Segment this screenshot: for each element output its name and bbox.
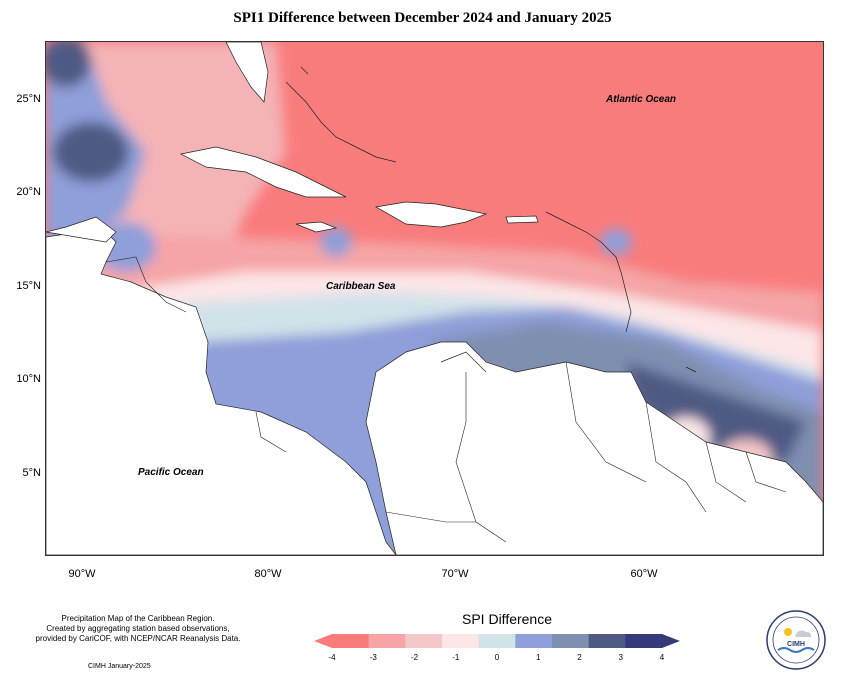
lon-tick: 90°W (68, 568, 96, 580)
legend-label: -4 (328, 653, 336, 662)
legend-swatch (625, 634, 663, 648)
lat-tick: 25°N (16, 93, 41, 105)
spi-map (45, 41, 824, 556)
legend-swatch (478, 634, 516, 648)
cloud-icon (795, 630, 812, 637)
legend-swatch (442, 634, 480, 648)
atlantic-ocean-label: Atlantic Ocean (606, 94, 677, 105)
map-notes: Precipitation Map of the Caribbean Regio… (12, 614, 264, 644)
legend-label: -2 (410, 653, 419, 662)
note-line: provided by CariCOF, with NCEP/NCAR Rean… (35, 634, 241, 643)
legend-swatch (368, 634, 406, 648)
spi-map-graphic (46, 42, 823, 555)
lat-tick: 20°N (16, 186, 41, 198)
lon-tick: 70°W (441, 568, 469, 580)
legend-label: 2 (577, 653, 582, 662)
credit-text: CIMH January-2025 (88, 663, 151, 670)
legend-label: 0 (494, 653, 500, 662)
legend-label: 4 (659, 653, 665, 662)
legend-swatch (332, 634, 370, 648)
lon-tick: 60°W (630, 568, 658, 580)
lat-tick: 15°N (16, 280, 41, 292)
legend-label: 1 (536, 653, 541, 662)
lat-tick: 10°N (16, 373, 41, 385)
caribbean-sea-label: Caribbean Sea (326, 281, 396, 292)
legend-label: -1 (452, 653, 460, 662)
legend-label: 3 (618, 653, 623, 662)
legend-swatch (588, 634, 626, 648)
sun-icon (784, 628, 792, 636)
legend-title: SPI Difference (462, 611, 553, 627)
pacific-ocean-label: Pacific Ocean (138, 467, 204, 478)
lon-tick: 80°W (254, 568, 282, 580)
legend-swatch (552, 634, 590, 648)
legend-colorbar (314, 634, 680, 648)
legend-swatch (515, 634, 553, 648)
cimh-logo: CIMH (766, 610, 826, 670)
note-line: Created by aggregating station based obs… (46, 624, 230, 633)
legend-arrow-low (314, 634, 332, 648)
wave-icon (777, 647, 815, 653)
legend-arrow-high (662, 634, 680, 648)
legend-swatch (405, 634, 443, 648)
lat-tick: 5°N (22, 467, 41, 479)
map-title: SPI1 Difference between December 2024 an… (233, 10, 612, 26)
legend-label: -3 (369, 653, 377, 662)
logo-text: CIMH (787, 641, 805, 648)
note-line: Precipitation Map of the Caribbean Regio… (61, 614, 215, 623)
